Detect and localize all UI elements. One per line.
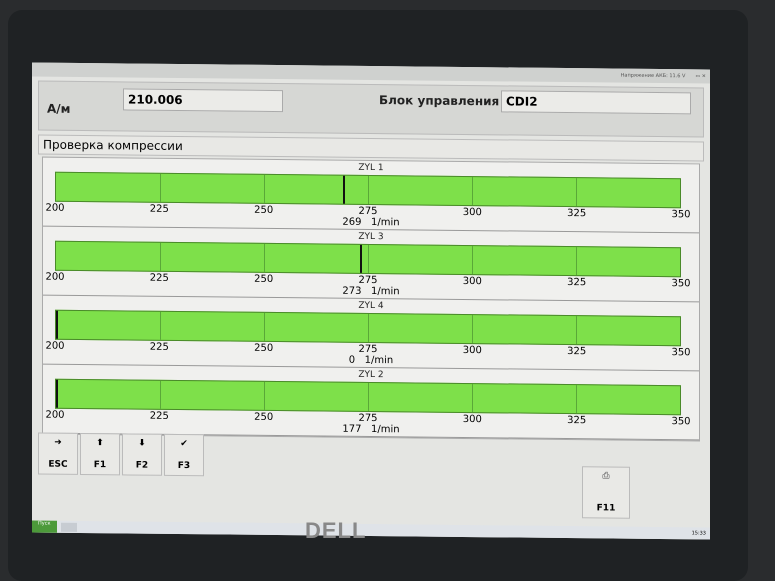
- f3-button[interactable]: ✔ F3: [164, 433, 204, 477]
- tick-label: 275: [358, 343, 378, 356]
- f2-button[interactable]: ⬇ F2: [122, 433, 162, 476]
- value-number: 177: [342, 423, 362, 435]
- unit-label: 1/min: [364, 354, 394, 367]
- tick-label: 275: [358, 205, 378, 218]
- gridline: [368, 313, 369, 342]
- vehicle-field: 210.006: [123, 88, 283, 113]
- vehicle-label: А/м: [47, 101, 71, 116]
- function-buttons: ➜ ESC ⬆ F1 ⬇ F2 ✔ F3: [38, 432, 204, 477]
- f1-button[interactable]: ⬆ F1: [80, 432, 120, 476]
- gauge-zyl-2: ZYL 2 200 225 250 275 300 325 350 177 1/min: [43, 364, 699, 441]
- button-label: F2: [135, 460, 149, 471]
- gridline: [472, 315, 473, 344]
- dell-logo: DELL: [305, 518, 367, 543]
- unit-label: 1/min: [371, 424, 400, 436]
- button-label: F3: [177, 460, 191, 472]
- arrow-down-icon: ⬇: [138, 438, 146, 449]
- gridline: [368, 175, 369, 204]
- tick-label: 225: [149, 272, 169, 284]
- tick-label: 325: [567, 277, 587, 289]
- value-number: 0: [348, 354, 356, 366]
- gauge-zyl-3: ZYL 3 200 225 250 275 300 325 350 273 1/min: [43, 226, 699, 303]
- button-label: ESC: [48, 459, 68, 470]
- tick-label: 300: [462, 413, 482, 426]
- value-number: 273: [342, 285, 362, 297]
- gauge-list: ZYL 1 200 225 250 275 300 325 350 269 1/min ZYL 3…: [42, 156, 700, 442]
- gridline: [160, 311, 161, 340]
- tick-label: 300: [462, 344, 482, 357]
- esc-button[interactable]: ➜ ESC: [38, 432, 78, 475]
- gauge-zyl-4: ZYL 4 200 225 250 275 300 325 350 0 1/min: [43, 295, 699, 372]
- tick-label: 225: [149, 203, 169, 215]
- ecu-field: CDI2: [501, 90, 691, 115]
- gridline: [264, 381, 265, 410]
- tick-label: 200: [45, 340, 65, 352]
- gridline: [576, 316, 577, 345]
- gridline: [576, 178, 577, 207]
- ecu-label: Блок управления: [379, 93, 500, 109]
- tick-label: 250: [254, 342, 274, 354]
- window-controls[interactable]: ▭ ✕: [695, 73, 706, 80]
- tick-label: 350: [671, 416, 691, 428]
- tick-label: 250: [254, 273, 274, 285]
- gridline: [264, 243, 265, 272]
- gauge-zyl-1: ZYL 1 200 225 250 275 300 325 350 269 1/min: [43, 157, 699, 234]
- tick-label: 275: [358, 412, 378, 425]
- value-number: 269: [342, 216, 362, 228]
- tick-label: 350: [671, 347, 691, 359]
- f11-label: F11: [596, 503, 616, 514]
- f11-button[interactable]: ⎙ F11: [582, 466, 630, 519]
- battery-voltage: Напряжение АКБ: 11.6 V: [620, 72, 686, 80]
- gauge-marker: [56, 379, 58, 408]
- taskbar-app[interactable]: [60, 522, 77, 532]
- gridline: [472, 384, 473, 413]
- unit-label: 1/min: [371, 217, 400, 229]
- unit-label: 1/min: [371, 286, 400, 298]
- tick-label: 200: [45, 271, 65, 283]
- exit-icon: ➜: [54, 437, 62, 448]
- check-icon: ✔: [180, 439, 188, 450]
- tick-label: 200: [45, 409, 65, 421]
- gauge-marker: [359, 244, 362, 273]
- gridline: [368, 382, 369, 411]
- tick-label: 300: [462, 275, 482, 288]
- tick-label: 350: [671, 209, 691, 221]
- gridline: [160, 173, 161, 202]
- tick-label: 325: [567, 415, 587, 427]
- gridline: [160, 242, 161, 271]
- tick-label: 325: [567, 346, 587, 358]
- tick-label: 250: [254, 204, 274, 216]
- gridline: [264, 174, 265, 203]
- gauge-marker: [56, 310, 58, 339]
- button-label: F1: [93, 460, 107, 471]
- print-icon: ⎙: [602, 471, 610, 482]
- gridline: [576, 247, 577, 276]
- tick-label: 350: [671, 278, 691, 290]
- clock: 15:33: [691, 530, 706, 537]
- screen: Напряжение АКБ: 11.6 V ▭ ✕ А/м 210.006 Б…: [32, 62, 710, 540]
- gridline: [160, 380, 161, 409]
- arrow-up-icon: ⬆: [96, 438, 104, 449]
- tick-label: 250: [254, 411, 274, 423]
- gridline: [472, 246, 473, 275]
- tick-label: 325: [567, 208, 587, 220]
- gridline: [264, 312, 265, 341]
- tick-label: 275: [358, 274, 378, 287]
- tick-label: 300: [462, 206, 482, 219]
- header-panel: А/м 210.006 Блок управления CDI2: [38, 80, 704, 138]
- tick-label: 225: [149, 410, 169, 422]
- tick-label: 225: [149, 341, 169, 353]
- gridline: [368, 244, 369, 273]
- tick-label: 200: [45, 202, 65, 214]
- start-button[interactable]: Пуск: [32, 520, 57, 533]
- gridline: [576, 385, 577, 414]
- gauge-marker: [343, 175, 346, 204]
- gridline: [472, 177, 473, 206]
